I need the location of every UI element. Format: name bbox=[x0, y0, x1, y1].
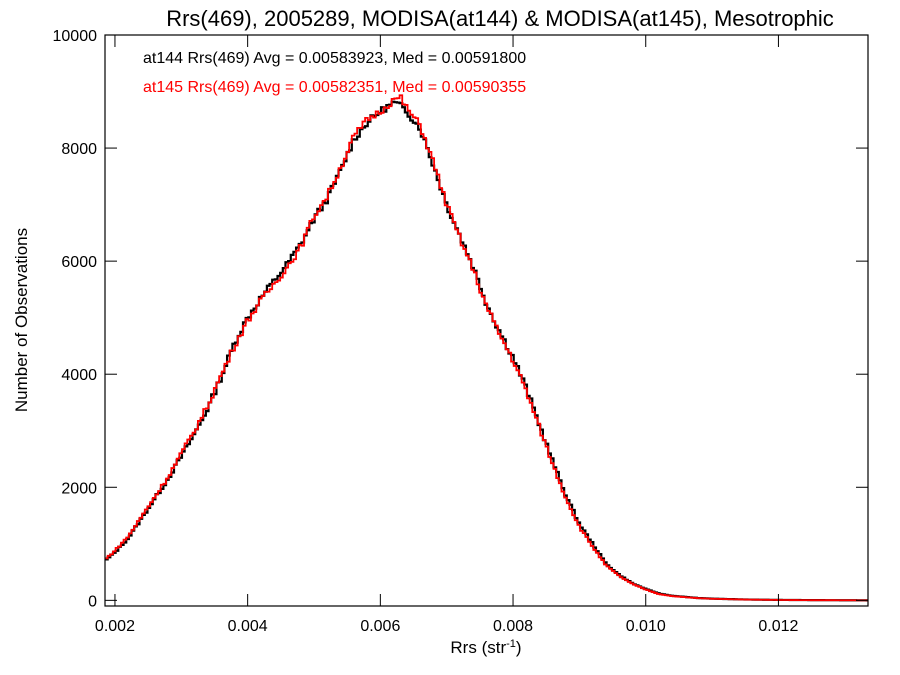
x-tick-label-5: 0.012 bbox=[758, 618, 798, 635]
series-at144-histogram bbox=[105, 100, 868, 602]
y-tick-label-1: 2000 bbox=[61, 480, 97, 497]
axis-layer: 0.002 0.004 0.006 0.008 0.010 0.012 0 2000 4000 6… bbox=[53, 28, 868, 635]
series-at145-histogram bbox=[105, 94, 868, 602]
x-tick-label-0: 0.002 bbox=[95, 618, 135, 635]
y-tick-label-4: 8000 bbox=[61, 141, 97, 158]
y-tick-label-0: 0 bbox=[88, 593, 97, 610]
annotation-at144-stats: at144 Rrs(469) Avg = 0.00583923, Med = 0… bbox=[143, 50, 526, 67]
annotation-at145-stats: at145 Rrs(469) Avg = 0.00582351, Med = 0… bbox=[143, 79, 526, 96]
y-tick-label-3: 6000 bbox=[61, 254, 97, 271]
x-tick-label-3: 0.008 bbox=[493, 618, 533, 635]
y-tick-label-5: 10000 bbox=[53, 28, 98, 45]
x-tick-label-1: 0.004 bbox=[228, 618, 268, 635]
series-layer bbox=[105, 94, 868, 602]
x-axis-label: Rrs (str-1) bbox=[450, 638, 521, 657]
y-axis-label: Number of Observations bbox=[12, 228, 31, 412]
chart-title: Rrs(469), 2005289, MODISA(at144) & MODIS… bbox=[166, 6, 834, 31]
plot-frame bbox=[104, 34, 869, 607]
x-tick-label-4: 0.010 bbox=[626, 618, 666, 635]
y-tick-label-2: 4000 bbox=[61, 367, 97, 384]
x-tick-label-2: 0.006 bbox=[360, 618, 400, 635]
